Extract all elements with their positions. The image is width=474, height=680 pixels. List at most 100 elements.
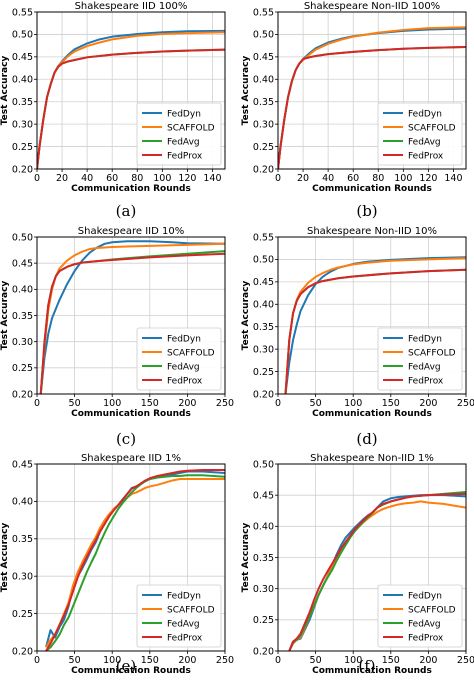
chart-title: Shakespeare IID 100% <box>75 1 188 12</box>
chart-panel: Shakespeare Non-IID 1% 0.20 0.25 0.30 0.35 0.… <box>241 453 474 676</box>
x-tick-label: 100 <box>394 173 412 184</box>
plot-frame <box>36 11 226 170</box>
y-tick-label: 0.20 <box>253 389 274 400</box>
legend-label: SCAFFOLD <box>408 348 456 358</box>
x-tick-label: 200 <box>419 398 437 409</box>
y-tick-label: 0.40 <box>12 285 33 296</box>
legend-label: FedProx <box>408 376 444 386</box>
y-tick-label: 0.25 <box>253 615 274 626</box>
y-tick-label: 0.50 <box>12 30 33 41</box>
y-tick-label: 0.35 <box>253 97 274 108</box>
x-tick-label: 80 <box>131 173 143 184</box>
x-tick-label: 20 <box>297 173 309 184</box>
legend-box <box>377 327 463 391</box>
legend-label: FedAvg <box>408 362 441 372</box>
plot-frame <box>277 463 467 652</box>
x-axis-label: Communication Rounds <box>312 409 432 419</box>
series-line-fedprox <box>39 252 225 394</box>
y-axis-label: Test Accuracy <box>0 523 10 593</box>
legend-label: FedAvg <box>408 619 441 629</box>
legend-label: FedProx <box>408 633 444 643</box>
x-tick-label: 50 <box>69 398 81 409</box>
x-tick-label: 200 <box>178 655 196 666</box>
subfigure-caption: (e) <box>116 657 137 675</box>
legend-label: FedAvg <box>408 137 441 147</box>
legend-label: SCAFFOLD <box>167 605 215 615</box>
y-tick-label: 0.55 <box>253 232 274 243</box>
x-tick-label: 0 <box>34 398 40 409</box>
x-tick-label: 150 <box>141 655 159 666</box>
y-tick-label: 0.30 <box>253 119 274 130</box>
x-tick-label: 250 <box>216 655 234 666</box>
x-tick-label: 100 <box>103 655 121 666</box>
plot-frame <box>277 11 467 170</box>
y-tick-label: 0.30 <box>253 584 274 595</box>
legend-label: FedDyn <box>408 334 442 344</box>
x-tick-label: 0 <box>275 398 281 409</box>
legend-label: FedProx <box>167 633 203 643</box>
y-tick-label: 0.45 <box>12 459 33 470</box>
y-tick-label: 0.45 <box>12 258 33 269</box>
y-tick-label: 0.50 <box>253 255 274 266</box>
x-axis-label: Communication Rounds <box>312 666 432 676</box>
legend-label: SCAFFOLD <box>408 605 456 615</box>
y-tick-label: 0.30 <box>12 119 33 130</box>
x-tick-label: 0 <box>275 173 281 184</box>
x-tick-label: 250 <box>457 398 474 409</box>
x-tick-label: 100 <box>344 398 362 409</box>
y-tick-label: 0.20 <box>12 389 33 400</box>
y-tick-label: 0.35 <box>253 553 274 564</box>
legend-box <box>377 584 463 648</box>
y-tick-label: 0.20 <box>253 164 274 175</box>
x-tick-label: 0 <box>275 655 281 666</box>
x-tick-label: 120 <box>419 173 437 184</box>
y-tick-label: 0.35 <box>12 97 33 108</box>
chart-title: Shakespeare IID 10% <box>78 226 184 237</box>
x-tick-label: 40 <box>81 173 93 184</box>
x-tick-label: 250 <box>216 398 234 409</box>
y-tick-label: 0.35 <box>253 322 274 333</box>
x-tick-label: 150 <box>382 398 400 409</box>
x-tick-label: 50 <box>69 655 81 666</box>
legend-box <box>377 102 463 166</box>
legend-label: FedAvg <box>167 362 200 372</box>
y-tick-label: 0.30 <box>12 572 33 583</box>
plot-frame <box>36 236 226 395</box>
y-tick-label: 0.25 <box>12 363 33 374</box>
chart-panel: Shakespeare IID 1% 0.20 0.25 0.30 0.35 0.40 0.… <box>0 453 234 676</box>
x-axis-label: Communication Rounds <box>312 184 432 194</box>
x-axis-label: Communication Rounds <box>71 666 191 676</box>
x-tick-label: 150 <box>141 398 159 409</box>
subfigure-caption: (d) <box>356 430 377 448</box>
series-line-fedprox <box>278 45 466 169</box>
series-line-feddyn <box>288 494 466 651</box>
y-tick-label: 0.45 <box>253 277 274 288</box>
y-tick-label: 0.45 <box>12 52 33 63</box>
x-tick-label: 150 <box>382 655 400 666</box>
chart-panel: Shakespeare IID 10% 0.20 0.25 0.30 0.35 0.40 0… <box>0 226 234 448</box>
legend: FedDyn SCAFFOLD FedAvg FedProx <box>377 327 463 391</box>
legend-label: SCAFFOLD <box>167 348 215 358</box>
chart-panel: Shakespeare Non-IID 10% 0.20 0.25 0.30 0.35 0… <box>241 226 474 448</box>
x-tick-label: 50 <box>310 655 322 666</box>
y-tick-label: 0.55 <box>12 7 33 18</box>
y-tick-label: 0.20 <box>12 164 33 175</box>
legend-label: FedProx <box>167 376 203 386</box>
legend-label: FedAvg <box>167 619 200 629</box>
y-tick-label: 0.45 <box>253 490 274 501</box>
legend-label: FedAvg <box>167 137 200 147</box>
y-tick-label: 0.40 <box>253 522 274 533</box>
chart-title: Shakespeare Non-IID 1% <box>310 453 434 464</box>
subfigure-caption: (c) <box>116 430 136 448</box>
y-axis-label: Test Accuracy <box>0 281 10 351</box>
subfigure-caption: (a) <box>116 202 137 220</box>
y-tick-label: 0.30 <box>253 344 274 355</box>
legend-box <box>136 584 222 648</box>
x-tick-label: 50 <box>310 398 322 409</box>
x-tick-label: 100 <box>103 398 121 409</box>
y-tick-label: 0.40 <box>12 497 33 508</box>
subfigure-caption: (b) <box>356 202 377 220</box>
x-tick-label: 100 <box>344 655 362 666</box>
x-tick-label: 40 <box>322 173 334 184</box>
